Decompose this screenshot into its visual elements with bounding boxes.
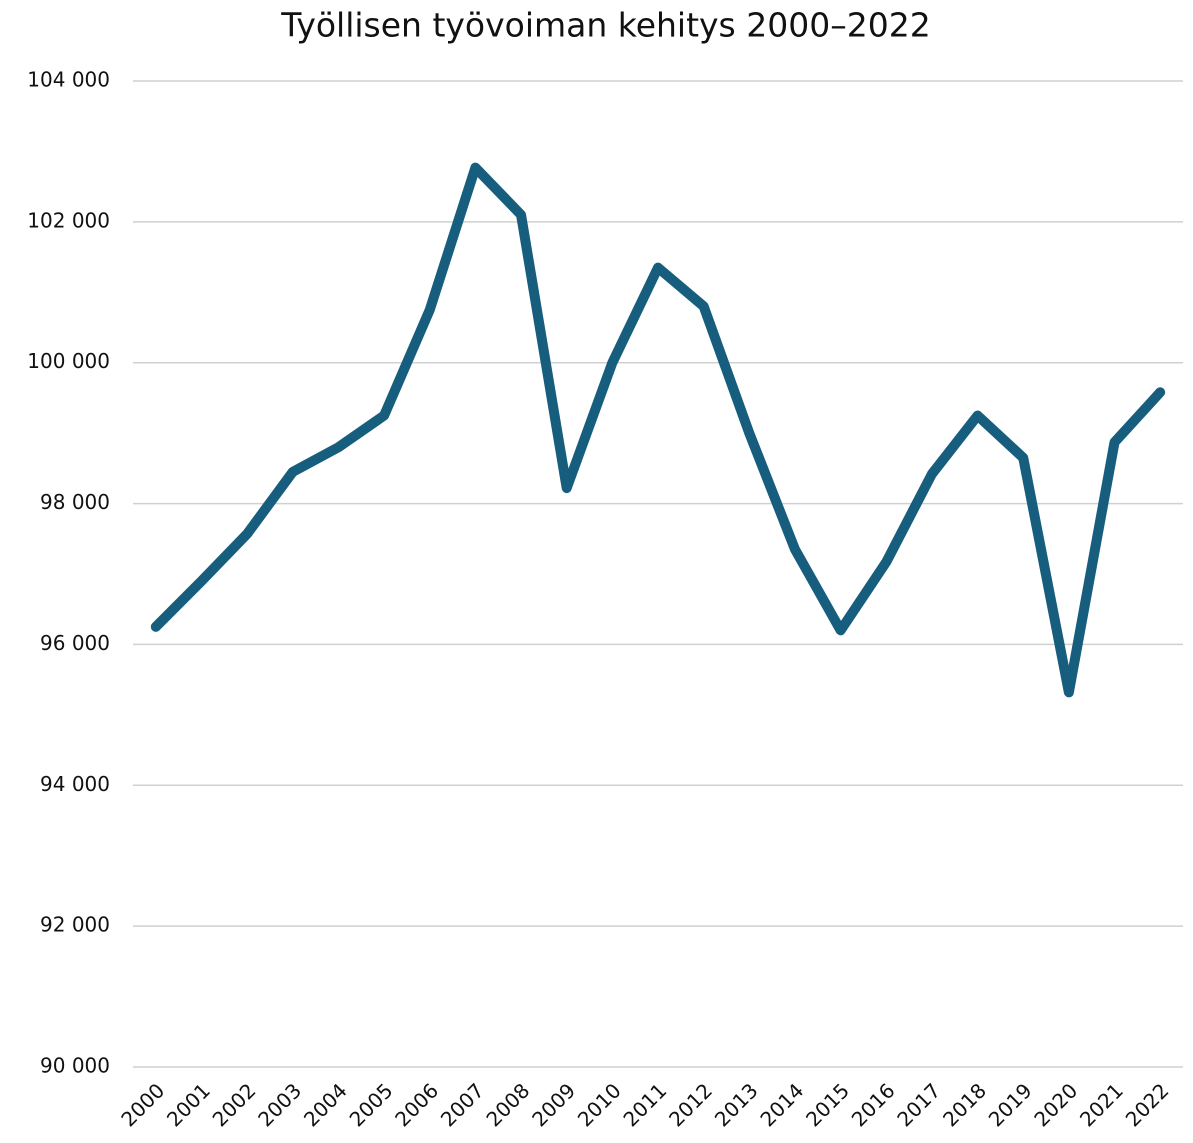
x-tick-label: 2015	[801, 1078, 854, 1131]
x-tick-label: 2002	[208, 1078, 261, 1131]
y-tick-label: 90 000	[40, 1054, 110, 1078]
y-tick-label: 100 000	[27, 349, 110, 373]
x-tick-label: 2020	[1029, 1078, 1082, 1131]
x-tick-label: 2000	[116, 1078, 169, 1131]
x-tick-label: 2013	[710, 1078, 763, 1131]
x-tick-label: 2018	[938, 1078, 991, 1131]
x-tick-label: 2006	[390, 1078, 443, 1131]
x-tick-label: 2007	[436, 1078, 489, 1131]
y-tick-label: 92 000	[40, 913, 110, 937]
y-tick-label: 104 000	[27, 68, 110, 92]
chart-title: Työllisen työvoiman kehitys 2000–2022	[280, 6, 930, 45]
x-tick-label: 2004	[299, 1078, 352, 1131]
x-tick-label: 2011	[618, 1078, 671, 1131]
y-tick-label: 96 000	[40, 631, 110, 655]
x-tick-label: 2009	[527, 1078, 580, 1131]
x-tick-label: 2019	[984, 1078, 1037, 1131]
y-tick-label: 98 000	[40, 490, 110, 514]
x-tick-label: 2021	[1075, 1078, 1128, 1131]
x-tick-label: 2003	[253, 1078, 306, 1131]
y-tick-label: 94 000	[40, 772, 110, 796]
x-tick-label: 2017	[892, 1078, 945, 1131]
x-tick-label: 2016	[847, 1078, 900, 1131]
x-tick-label: 2001	[162, 1078, 215, 1131]
x-tick-label: 2014	[755, 1078, 808, 1131]
x-tick-label: 2012	[664, 1078, 717, 1131]
x-tick-label: 2005	[345, 1078, 398, 1131]
x-tick-label: 2022	[1121, 1078, 1174, 1131]
line-series	[150, 162, 1166, 698]
y-tick-label: 102 000	[27, 208, 110, 232]
x-tick-label: 2008	[482, 1078, 535, 1131]
x-tick-label: 2010	[573, 1078, 626, 1131]
